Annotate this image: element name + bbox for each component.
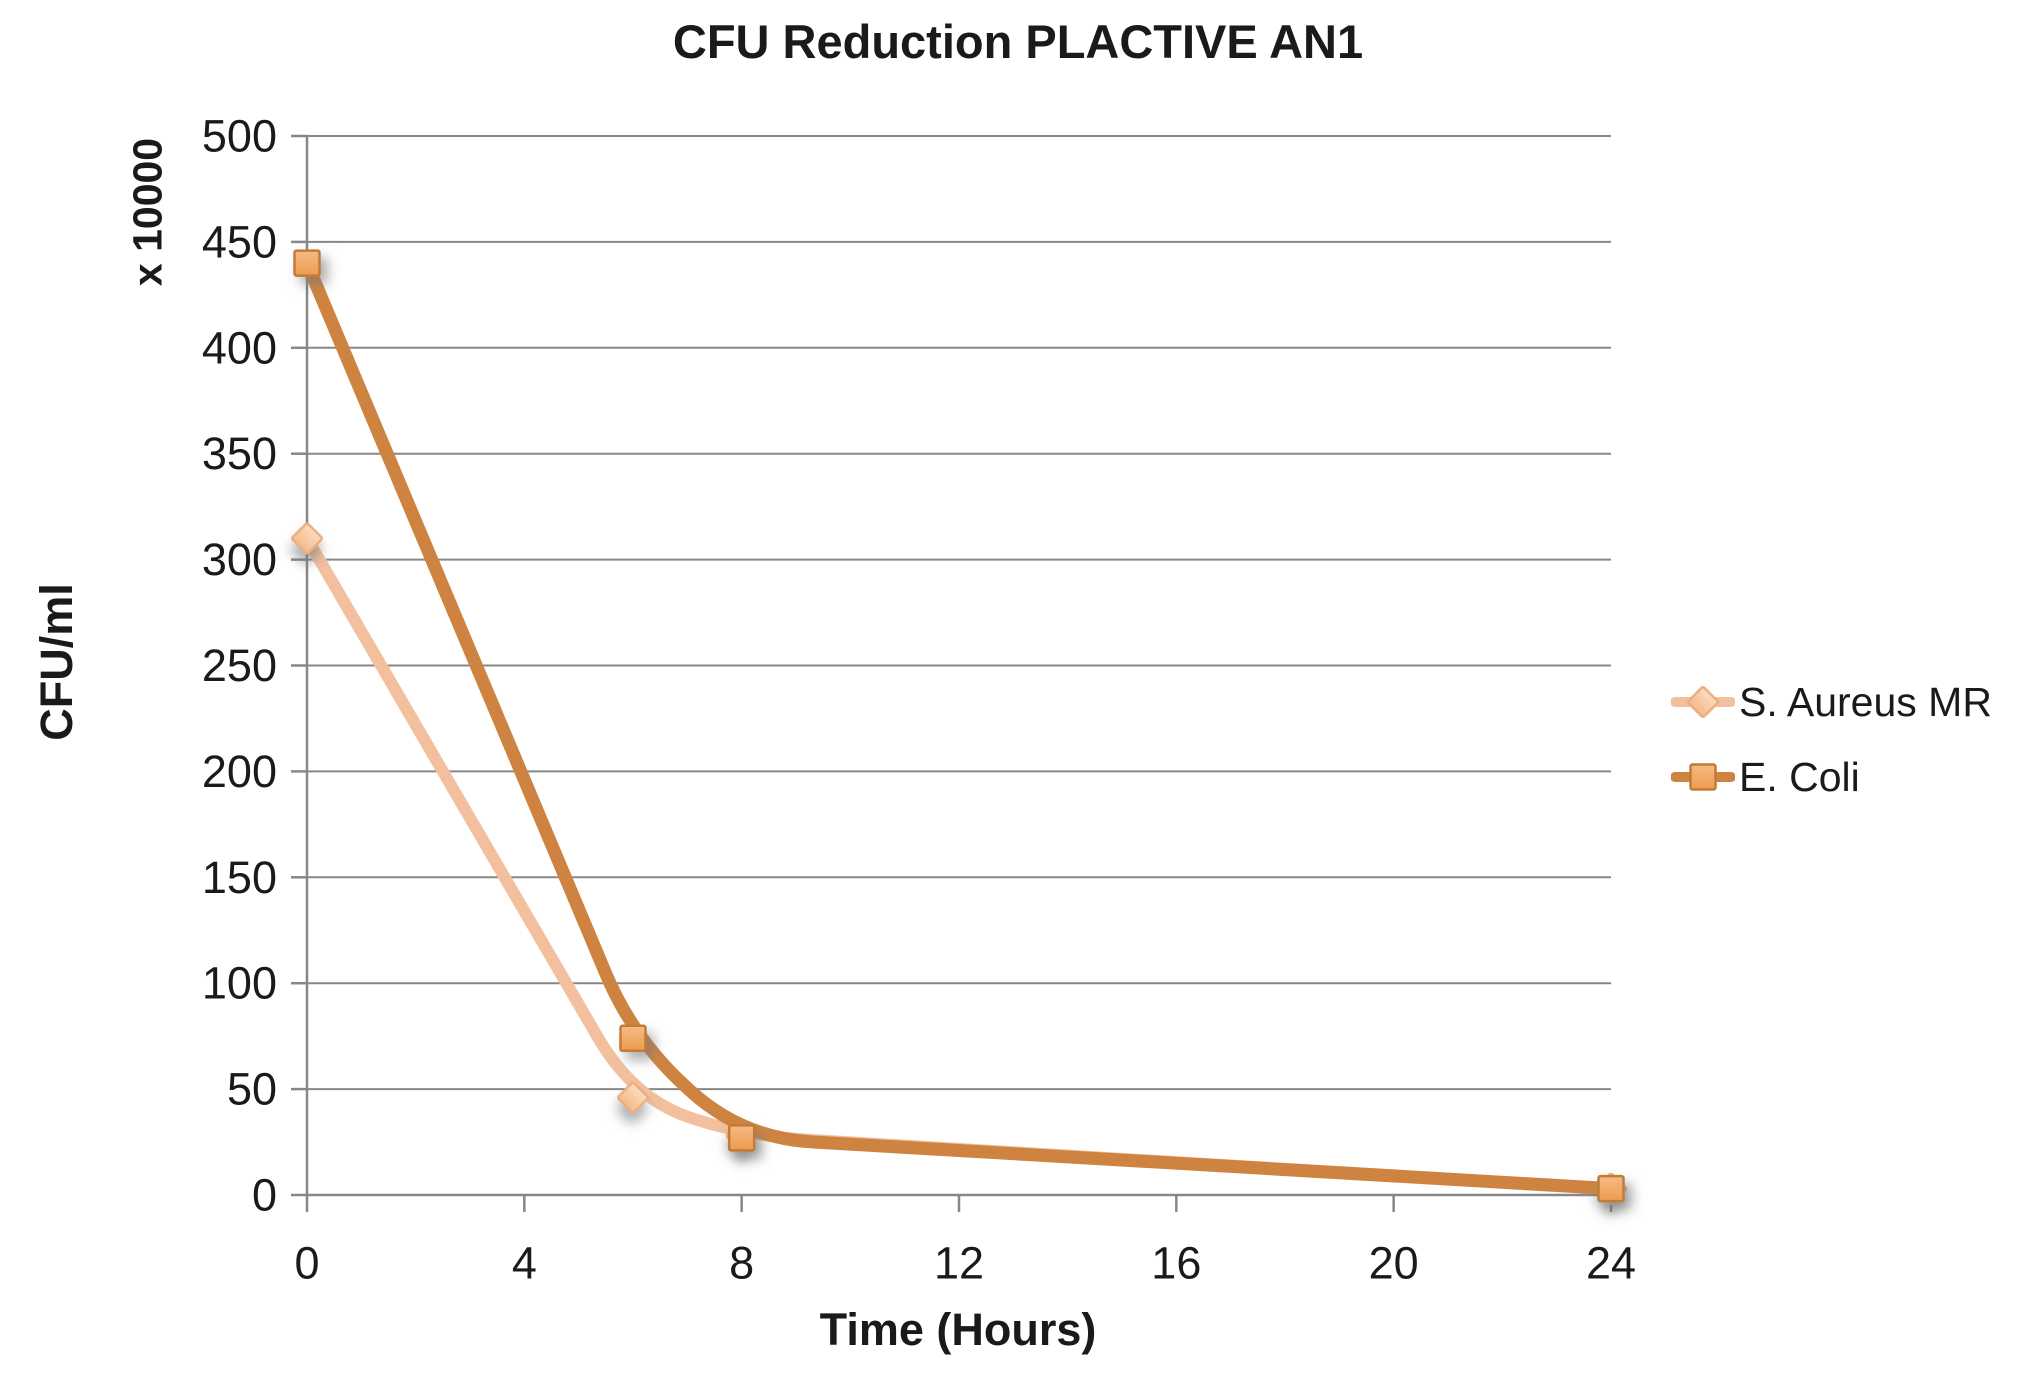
legend-item-s-aureus-mr: S. Aureus MR <box>1671 679 1992 725</box>
chart-title: CFU Reduction PLACTIVE AN1 <box>672 15 1364 68</box>
x-tick-label: 8 <box>729 1238 754 1289</box>
y-tick-label: 350 <box>202 428 277 479</box>
diamond-marker-icon <box>1687 686 1719 718</box>
y-tick-label: 50 <box>227 1064 277 1115</box>
square-marker-icon <box>293 249 321 277</box>
diamond-marker-icon <box>291 522 323 555</box>
x-axis-title: Time (Hours) <box>819 1304 1097 1355</box>
diamond-marker-icon <box>617 1081 649 1114</box>
y-tick-label: 0 <box>252 1170 277 1221</box>
square-marker-icon <box>1597 1174 1625 1203</box>
square-marker-icon <box>619 1024 647 1053</box>
y-tick-label: 450 <box>202 216 277 267</box>
legend-key-icon <box>1671 763 1735 791</box>
x-tick-label: 4 <box>512 1238 537 1289</box>
square-marker-icon <box>727 1124 756 1152</box>
y-tick-label: 300 <box>202 534 277 585</box>
legend-label: S. Aureus MR <box>1739 678 1992 725</box>
x-tick-label: 0 <box>294 1238 319 1289</box>
y-tick-label: 150 <box>202 852 277 903</box>
x-tick-label: 12 <box>934 1238 984 1289</box>
y-tick-label: 500 <box>202 111 277 162</box>
legend-key-icon <box>1671 686 1735 718</box>
y-tick-label: 400 <box>202 322 277 373</box>
x-tick-label: 16 <box>1151 1238 1201 1289</box>
series-line-s-aureus-mr <box>301 532 1617 1195</box>
y-tick-label: 250 <box>202 640 277 691</box>
square-marker-icon <box>1689 763 1717 791</box>
legend-label: E. Coli <box>1739 753 1860 800</box>
legend-item-e-coli: E. Coli <box>1671 754 1992 800</box>
legend: S. Aureus MR E. Coli <box>1671 679 1992 800</box>
x-tick-label: 20 <box>1369 1238 1419 1289</box>
y-tick-label: 100 <box>202 958 277 1009</box>
y-tick-label: 200 <box>202 746 277 797</box>
x-tick-label: 24 <box>1586 1238 1636 1289</box>
series-line-e-coli <box>300 256 1618 1196</box>
